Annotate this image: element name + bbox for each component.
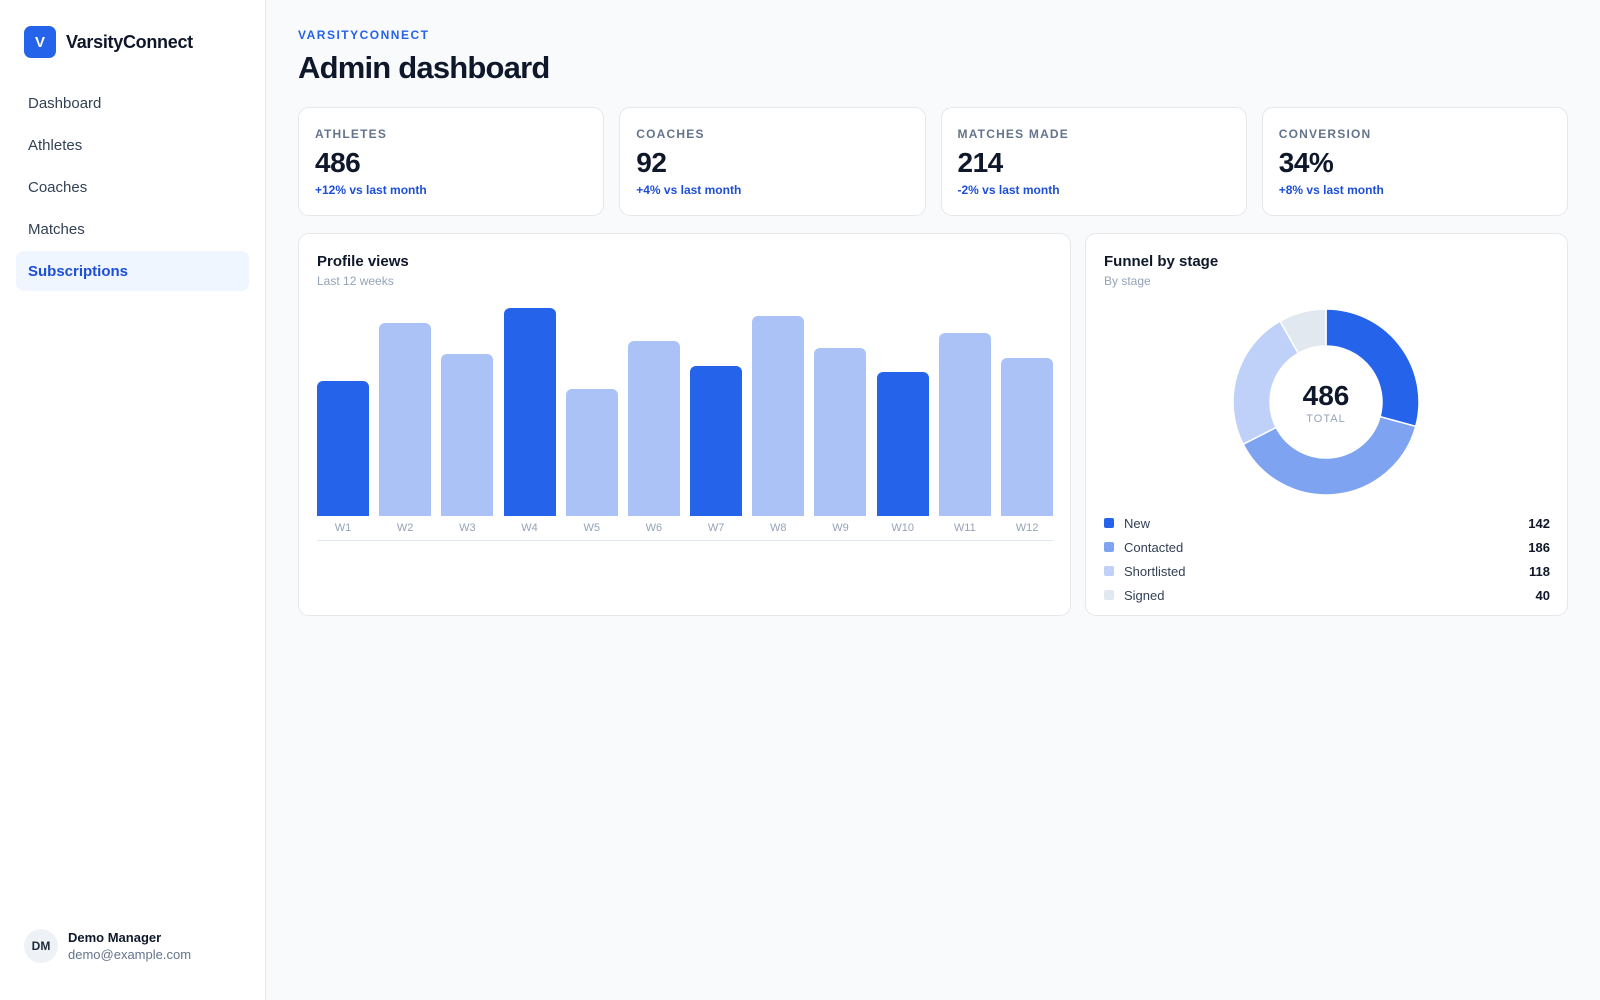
stat-card-coaches: COACHES 92 +4% vs last month <box>619 107 926 216</box>
bar-w3[interactable] <box>441 353 494 516</box>
legend-value: 142 <box>1528 515 1550 531</box>
sidebar-item-dashboard[interactable]: Dashboard <box>28 94 102 112</box>
donut-total: 486 <box>1302 380 1350 411</box>
x-tick-label: W7 <box>707 522 725 534</box>
stat-label: COACHES <box>636 127 705 141</box>
card-subtitle: Last 12 weeks <box>317 274 394 288</box>
stat-delta: +4% vs last month <box>636 183 742 197</box>
user-name: Demo Manager <box>68 930 162 945</box>
legend-label: Signed <box>1124 587 1165 603</box>
donut-slice-new[interactable] <box>1325 309 1419 428</box>
brand[interactable]: V VarsityConnect <box>24 26 193 58</box>
stat-card-athletes: ATHLETES 486 +12% vs last month <box>298 107 605 216</box>
stat-value: 34% <box>1278 147 1334 178</box>
donut-center: 486 TOTAL <box>1233 380 1419 425</box>
bar-w1[interactable] <box>317 380 369 516</box>
page-title: Admin dashboard <box>298 50 550 85</box>
funnel-card: Funnel by stage By stage 486 TOTAL New 14… <box>1085 233 1568 616</box>
card-title: Profile views <box>317 253 409 270</box>
stat-card-matches: MATCHES MADE 214 -2% vs last month <box>940 107 1247 216</box>
stat-value: 214 <box>957 147 1004 178</box>
x-tick-label: W11 <box>953 522 976 534</box>
stat-value: 486 <box>315 147 361 178</box>
sidebar-item-athletes[interactable]: Athletes <box>28 136 83 154</box>
x-tick-label: W10 <box>891 522 914 534</box>
sidebar-nav: Dashboard Athletes Coaches Matches Subsc… <box>16 83 249 293</box>
sidebar: V VarsityConnect Dashboard Athletes Coac… <box>0 0 266 1000</box>
legend-item-signed[interactable]: Signed 40 <box>1104 583 1550 607</box>
x-tick-label: W4 <box>521 522 538 534</box>
profile-views-bar-chart <box>317 308 1053 516</box>
funnel-donut-chart <box>1233 309 1419 495</box>
x-tick-label: W6 <box>645 522 663 534</box>
x-tick-label: W12 <box>1015 522 1039 534</box>
bar-chart-x-axis: W1 W2 W3 W4 W5 W6 W7 W8 W9 W10 W11 W12 <box>317 522 1053 538</box>
bar-w2[interactable] <box>379 322 432 516</box>
user-email: demo@example.com <box>68 947 192 962</box>
sidebar-item-subscriptions[interactable]: Subscriptions <box>16 251 249 291</box>
stat-label: CONVERSION <box>1278 127 1372 141</box>
profile-views-card: Profile views Last 12 weeks W1 W2 W3 W4 W5 W6… <box>298 233 1071 616</box>
legend-label: Contacted <box>1124 539 1184 555</box>
bar-w7[interactable] <box>690 366 743 516</box>
x-tick-label: W2 <box>396 522 414 534</box>
x-tick-label: W8 <box>770 522 787 534</box>
x-tick-label: W3 <box>459 522 476 534</box>
bar-w10[interactable] <box>876 372 929 516</box>
stat-delta: +8% vs last month <box>1278 183 1384 197</box>
funnel-legend: New 142 Contacted 186 Shortlisted 118 Signed 40 <box>1104 511 1550 607</box>
stat-label: ATHLETES <box>315 127 388 141</box>
legend-swatch <box>1104 590 1114 600</box>
bar-w11[interactable] <box>938 332 991 516</box>
legend-item-shortlisted[interactable]: Shortlisted 118 <box>1104 559 1550 583</box>
legend-value: 118 <box>1529 563 1550 579</box>
x-tick-label: W9 <box>832 522 849 534</box>
legend-label: Shortlisted <box>1124 563 1186 579</box>
legend-label: New <box>1124 515 1151 531</box>
page-eyebrow: VARSITYCONNECT <box>298 28 430 42</box>
bar-w4[interactable] <box>503 308 556 516</box>
legend-swatch <box>1104 518 1114 528</box>
bar-w12[interactable] <box>1001 357 1053 516</box>
donut-slice-signed[interactable] <box>1278 309 1327 355</box>
bar-w6[interactable] <box>627 341 680 516</box>
legend-value: 186 <box>1528 539 1550 555</box>
sidebar-item-coaches[interactable]: Coaches <box>28 178 88 196</box>
x-tick-label: W5 <box>583 522 600 534</box>
stat-value: 92 <box>636 147 667 178</box>
bar-w5[interactable] <box>565 389 618 516</box>
donut-slice-contacted[interactable] <box>1242 415 1417 495</box>
legend-swatch <box>1104 566 1114 576</box>
brand-logo: V <box>24 26 56 58</box>
legend-value: 40 <box>1535 587 1550 603</box>
bar-w8[interactable] <box>752 316 805 516</box>
card-title: Funnel by stage <box>1104 253 1219 270</box>
stat-label: MATCHES MADE <box>957 127 1070 141</box>
stat-delta: +12% vs last month <box>315 183 427 197</box>
legend-item-contacted[interactable]: Contacted 186 <box>1104 535 1550 559</box>
stat-delta: -2% vs last month <box>957 183 1060 197</box>
avatar: DM <box>24 929 58 963</box>
legend-item-new[interactable]: New 142 <box>1104 511 1550 535</box>
donut-total-label: TOTAL <box>1306 413 1346 425</box>
stat-card-conversion: CONVERSION 34% +8% vs last month <box>1261 107 1568 216</box>
card-subtitle: By stage <box>1104 274 1151 288</box>
x-axis-line <box>317 540 1053 541</box>
user-profile[interactable]: DM Demo Manager demo@example.com <box>24 929 191 963</box>
brand-name: VarsityConnect <box>66 31 193 52</box>
x-tick-label: W1 <box>334 522 352 534</box>
legend-swatch <box>1104 542 1114 552</box>
bar-w9[interactable] <box>814 347 867 516</box>
sidebar-item-matches[interactable]: Matches <box>28 220 85 238</box>
stats-row: ATHLETES 486 +12% vs last month COACHES … <box>298 107 1568 216</box>
user-info: Demo Manager demo@example.com <box>68 930 191 962</box>
